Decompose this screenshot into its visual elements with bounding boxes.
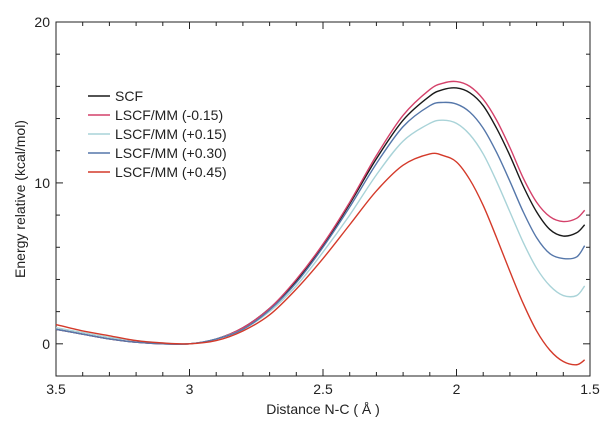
series-line-5	[56, 153, 585, 364]
x-axis-title: Distance N-C ( Å )	[266, 401, 380, 417]
y-tick-label: 20	[34, 14, 50, 30]
legend-label: LSCF/MM (-0.15)	[115, 107, 223, 123]
x-tick-label: 2	[453, 381, 461, 397]
legend: SCF LSCF/MM (-0.15) LSCF/MM (+0.15) LSCF/MM…	[88, 88, 227, 180]
x-tick-label: 1.5	[580, 381, 600, 397]
x-tick-label: 3.5	[46, 381, 66, 397]
y-tick-label: 10	[34, 175, 50, 191]
legend-label: LSCF/MM (+0.45)	[115, 164, 227, 180]
series-layer	[56, 81, 585, 364]
y-tick-label: 0	[42, 336, 50, 352]
legend-label: SCF	[115, 88, 143, 104]
legend-label: LSCF/MM (+0.30)	[115, 145, 227, 161]
x-tick-label: 2.5	[313, 381, 333, 397]
y-axis-title: Energy relative (kcal/mol)	[12, 120, 28, 278]
axis-ticks: 3.5 3 2.5 2 1.5 0 10 20	[34, 14, 600, 397]
plot-frame	[56, 22, 590, 376]
legend-label: LSCF/MM (+0.15)	[115, 126, 227, 142]
x-tick-label: 3	[186, 381, 194, 397]
